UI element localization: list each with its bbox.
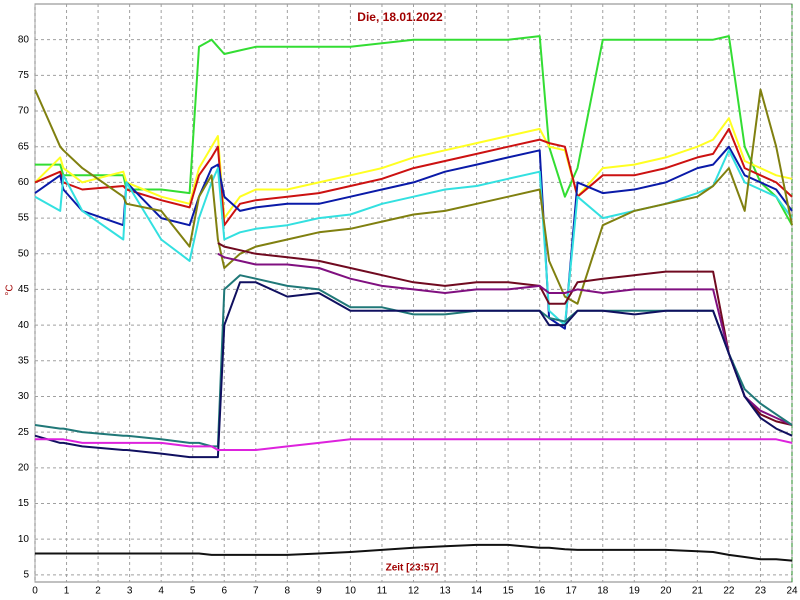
y-tick-label: 55	[18, 213, 30, 224]
x-axis-label: Zeit [23:57]	[386, 563, 439, 574]
y-tick-label: 65	[18, 141, 30, 152]
x-tick-label: 0	[32, 586, 38, 597]
y-tick-label: 45	[18, 284, 30, 295]
series-line	[35, 543, 793, 562]
x-tick-label: 14	[471, 586, 483, 597]
y-axis-label: °C	[5, 284, 16, 295]
x-tick-label: 5	[190, 586, 196, 597]
series-line	[35, 35, 793, 226]
x-tick-label: 20	[660, 586, 672, 597]
x-tick-label: 9	[316, 586, 322, 597]
y-tick-label: 10	[18, 534, 30, 545]
x-tick-label: 15	[503, 586, 515, 597]
x-tick-label: 21	[692, 586, 704, 597]
x-tick-label: 18	[597, 586, 609, 597]
y-tick-label: 40	[18, 320, 30, 331]
y-tick-label: 50	[18, 248, 30, 259]
x-tick-label: 17	[566, 586, 578, 597]
x-tick-label: 12	[408, 586, 420, 597]
y-tick-label: 20	[18, 462, 30, 473]
x-tick-label: 13	[439, 586, 451, 597]
series-line	[34, 145, 793, 330]
y-tick-label: 70	[18, 106, 30, 117]
y-tick-label: 25	[18, 427, 30, 438]
series-line	[34, 88, 793, 305]
x-tick-label: 2	[95, 586, 101, 597]
y-tick-label: 30	[18, 391, 30, 402]
x-tick-label: 19	[629, 586, 641, 597]
series-line	[35, 438, 793, 451]
x-tick-label: 23	[755, 586, 767, 597]
series-line	[34, 127, 793, 227]
y-tick-label: 35	[18, 355, 30, 366]
series-line	[34, 117, 793, 220]
x-tick-label: 10	[345, 586, 357, 597]
x-tick-label: 7	[253, 586, 259, 597]
y-tick-label: 60	[18, 177, 30, 188]
chart-title: Die, 18.01.2022	[357, 10, 443, 24]
x-tick-label: 11	[377, 586, 388, 597]
series-line	[34, 281, 793, 459]
x-tick-label: 24	[786, 586, 798, 597]
x-tick-label: 6	[221, 586, 227, 597]
y-tick-label: 15	[18, 498, 30, 509]
y-tick-label: 75	[18, 70, 30, 81]
x-tick-label: 22	[723, 586, 735, 597]
series-line	[34, 149, 793, 327]
y-tick-label: 80	[18, 34, 30, 45]
y-tick-label: 5	[23, 570, 29, 581]
x-tick-label: 8	[285, 586, 291, 597]
x-tick-label: 1	[64, 586, 70, 597]
x-tick-label: 16	[534, 586, 546, 597]
x-tick-label: 3	[127, 586, 133, 597]
x-tick-label: 4	[158, 586, 164, 597]
series-line	[217, 252, 793, 426]
